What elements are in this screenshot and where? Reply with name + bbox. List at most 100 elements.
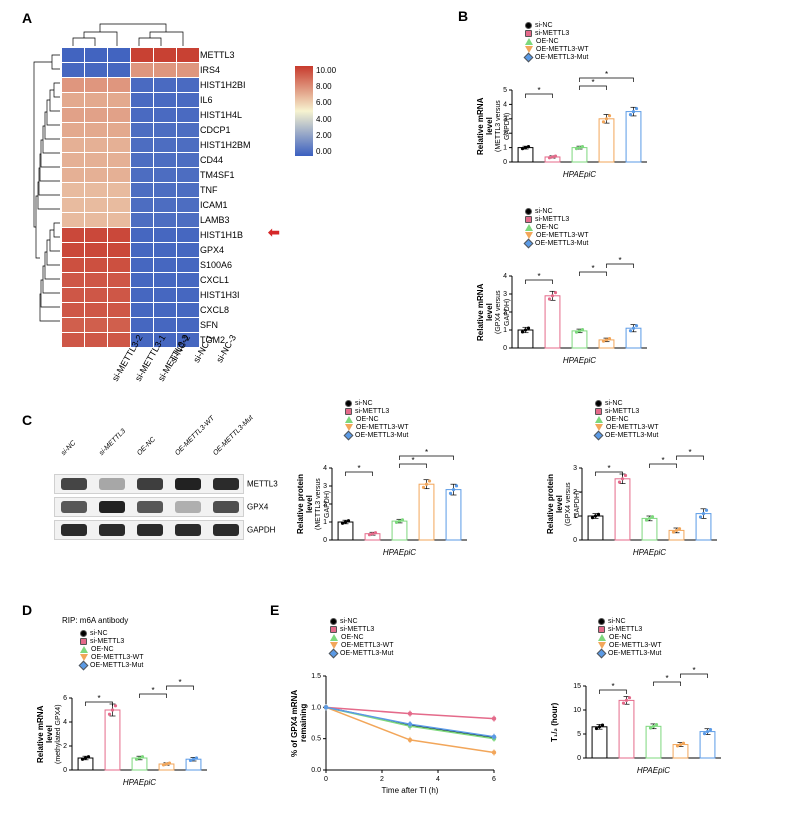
legend-swatch-icon [345,424,353,431]
colorbar-tick: 0.00 [316,147,336,156]
legend-item: si-METTL3 [330,626,394,633]
heatmap-cell [62,318,84,332]
heatmap-cell [85,333,107,347]
heatmap-cell [62,213,84,227]
heatmap-cell [108,123,130,137]
blot-row: GAPDH [54,520,244,540]
legend-swatch-icon [525,216,532,223]
bar-chart-c2: Relative protein level(GPX4 versus GAPDH… [548,448,723,563]
legend-swatch-icon [80,638,87,645]
legend-label: OE-METTL3-Mut [340,650,393,657]
heatmap-gene-label: ICAM1 [197,198,228,212]
colorbar-tick: 8.00 [316,82,336,91]
heatmap-cell [131,273,153,287]
heatmap-cell [62,243,84,257]
heatmap-cell [177,213,199,227]
blot-band [137,524,164,537]
heatmap-cell [154,138,176,152]
legend-swatch-icon [525,46,533,53]
heatmap-cell [154,183,176,197]
legend-swatch-icon [330,618,337,625]
svg-text:10: 10 [573,707,581,714]
heatmap-cell [131,168,153,182]
heatmap-cell [154,288,176,302]
heatmap-cell [131,288,153,302]
heatmap-cell [62,183,84,197]
legend-item: si-METTL3 [525,30,589,37]
heatmap-gene-label: HIST1H2BI [197,78,246,92]
bar-chart-d1: Relative mRNA level(methylated GPX4)0246… [38,678,213,793]
heatmap-cell [177,78,199,92]
heatmap-gene-label: SFN [197,318,218,332]
heatmap-cell [108,228,130,242]
legend-swatch-icon [80,646,88,653]
western-blot: si-NCsi-METTL3OE-NCOE-METTL3-WTOE-METTL3… [54,456,244,525]
heatmap-cell [131,228,153,242]
svg-text:0: 0 [577,755,581,762]
heatmap-cell [85,213,107,227]
legend-label: OE-NC [606,416,629,423]
legend-item: OE-NC [345,416,409,423]
svg-text:2: 2 [380,776,384,783]
heatmap-gene-label: IL6 [197,93,213,107]
legend-label: si-METTL3 [340,626,374,633]
heatmap-gene-label: HIST1H4L [197,108,242,122]
heatmap-cell [85,138,107,152]
legend-label: OE-METTL3-WT [536,232,589,239]
svg-text:Time after TI (h): Time after TI (h) [382,786,439,795]
heatmap-cell [131,258,153,272]
heatmap-gene-label: HIST1H2BM [197,138,251,152]
heatmap-panel: METTL3IRS4HIST1H2BIIL6HIST1H4LCDCP1HIST1… [62,48,199,347]
panel-label-b: B [458,8,468,24]
heatmap-cell [154,273,176,287]
svg-text:4: 4 [436,776,440,783]
svg-text:*: * [618,256,621,265]
legend-swatch-icon [598,618,605,625]
bar-chart-e2: T₁/₂ (hour)051015***HPAEpiC [552,666,727,781]
heatmap-cell [85,258,107,272]
legend-item: OE-NC [525,224,589,231]
legend-label: si-NC [535,22,553,29]
legend-item: OE-METTL3-Mut [595,432,659,439]
legend-swatch-icon [598,626,605,633]
legend-label: OE-METTL3-WT [341,642,394,649]
panel-label-c: C [22,412,32,428]
legend-item: si-METTL3 [80,638,144,645]
panel-label-a: A [22,10,32,26]
blot-lane-label: OE-NC [136,436,157,457]
legend-label: si-METTL3 [605,408,639,415]
legend-swatch-icon [344,431,354,441]
heatmap-cell [62,228,84,242]
heatmap-cell [108,303,130,317]
heatmap-cell [62,168,84,182]
legend-swatch-icon [525,232,533,239]
legend-swatch-icon [525,30,532,37]
heatmap-cell [62,333,84,347]
heatmap-cell [85,243,107,257]
legend-label: OE-NC [356,416,379,423]
svg-text:*: * [537,272,540,281]
heatmap-cell [62,288,84,302]
legend-swatch-icon [345,408,352,415]
heatmap-cell [177,183,199,197]
legend-item: si-NC [598,618,662,625]
heatmap-cell [177,153,199,167]
heatmap-cell [177,138,199,152]
heatmap-grid [62,48,199,347]
colorbar-tick: 10.00 [316,66,336,75]
svg-text:6: 6 [63,695,67,702]
legend-swatch-icon [524,53,534,63]
legend-item: si-METTL3 [345,408,409,415]
svg-text:4: 4 [63,719,67,726]
legend-swatch-icon [330,626,337,633]
heatmap-cell [62,153,84,167]
heatmap-cell [177,288,199,302]
heatmap-cell [85,183,107,197]
legend-item: OE-METTL3-WT [330,642,394,649]
heatmap-cell [154,168,176,182]
legend-e2: si-NCsi-METTL3OE-NCOE-METTL3-WTOE-METTL3… [598,618,662,658]
heatmap-cell [131,303,153,317]
bar-chart-b2: Relative mRNA level(GPX4 versus GAPDH)01… [478,256,653,371]
legend-label: si-NC [535,208,553,215]
legend-swatch-icon [330,634,338,641]
